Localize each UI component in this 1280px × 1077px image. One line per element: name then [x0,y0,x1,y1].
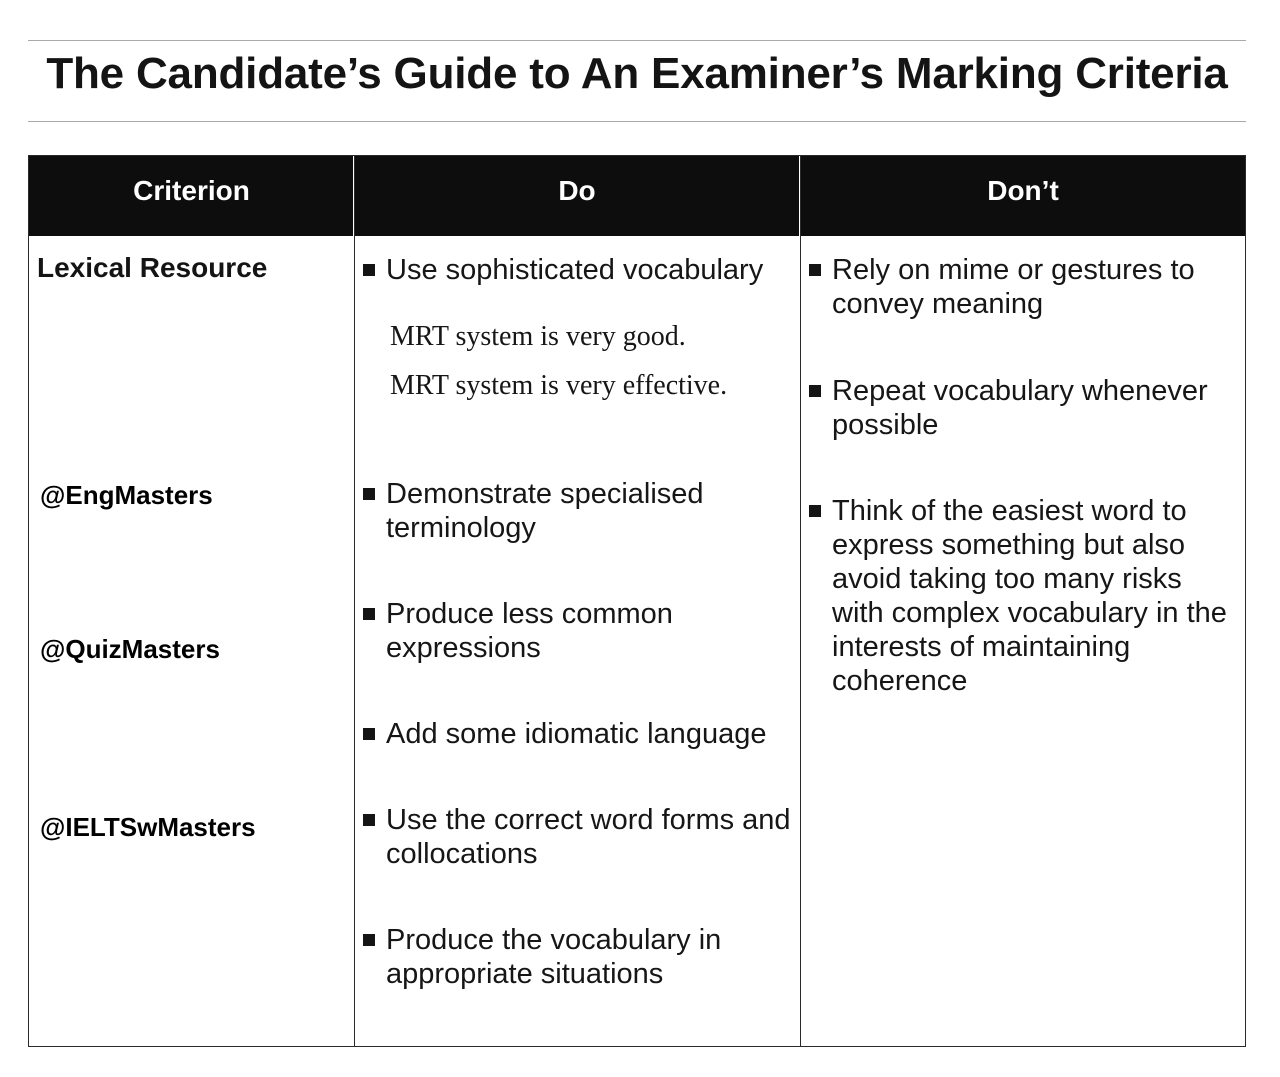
do-item-text: Demonstrate specialised terminology [386,478,704,544]
header-separator [799,156,800,236]
dont-item: Repeat vocabulary whenever possible [807,374,1239,442]
do-item-text: Add some idiomatic language [386,718,767,750]
page-title: The Candidate’s Guide to An Examiner’s M… [46,49,1228,98]
do-item: Produce less common expressions [361,597,791,665]
do-item: Demonstrate specialised terminology [361,477,791,545]
criterion-label: Lexical Resource [37,252,268,283]
watermark-handle: @EngMasters [40,480,213,510]
dont-item-text: Repeat vocabulary whenever possible [832,375,1208,441]
square-bullet-icon [363,814,375,826]
dont-item-text: Think of the easiest word to express som… [832,495,1227,697]
do-item: Use the correct word forms and collocati… [361,803,791,871]
square-bullet-icon [809,505,821,517]
criteria-table: Criterion Do Don’t Lexical Resource @Eng… [28,155,1246,1047]
square-bullet-icon [363,264,375,276]
do-item-text: Produce less common expressions [386,598,673,664]
header-do: Do [558,175,596,206]
dont-item: Think of the easiest word to express som… [807,494,1227,698]
header-criterion: Criterion [133,175,250,206]
column-divider [354,156,355,1046]
header-separator [353,156,354,236]
do-item: Use sophisticated vocabulary [361,253,791,287]
column-divider [800,156,801,1046]
dont-item: Rely on mime or gestures to convey meani… [807,253,1239,321]
header-dont: Don’t [987,175,1059,206]
watermark-handle: @QuizMasters [40,634,220,664]
square-bullet-icon [809,385,821,397]
do-item-text: Produce the vocabulary in appropriate si… [386,924,722,990]
example-sentence: MRT system is very good. [390,321,686,352]
title-underline-rule [28,121,1246,122]
do-item: Add some idiomatic language [361,717,801,751]
table-header-row: Criterion Do Don’t [29,156,1245,236]
square-bullet-icon [809,264,821,276]
example-sentence: MRT system is very effective. [390,370,728,401]
dont-item-text: Rely on mime or gestures to convey meani… [832,254,1195,320]
top-rule [28,40,1246,41]
do-item: Produce the vocabulary in appropriate si… [361,923,791,991]
square-bullet-icon [363,608,375,620]
do-item-text: Use sophisticated vocabulary [386,254,764,286]
square-bullet-icon [363,934,375,946]
square-bullet-icon [363,728,375,740]
watermark-handle: @IELTSwMasters [40,812,256,842]
do-item-text: Use the correct word forms and collocati… [386,804,791,870]
square-bullet-icon [363,488,375,500]
